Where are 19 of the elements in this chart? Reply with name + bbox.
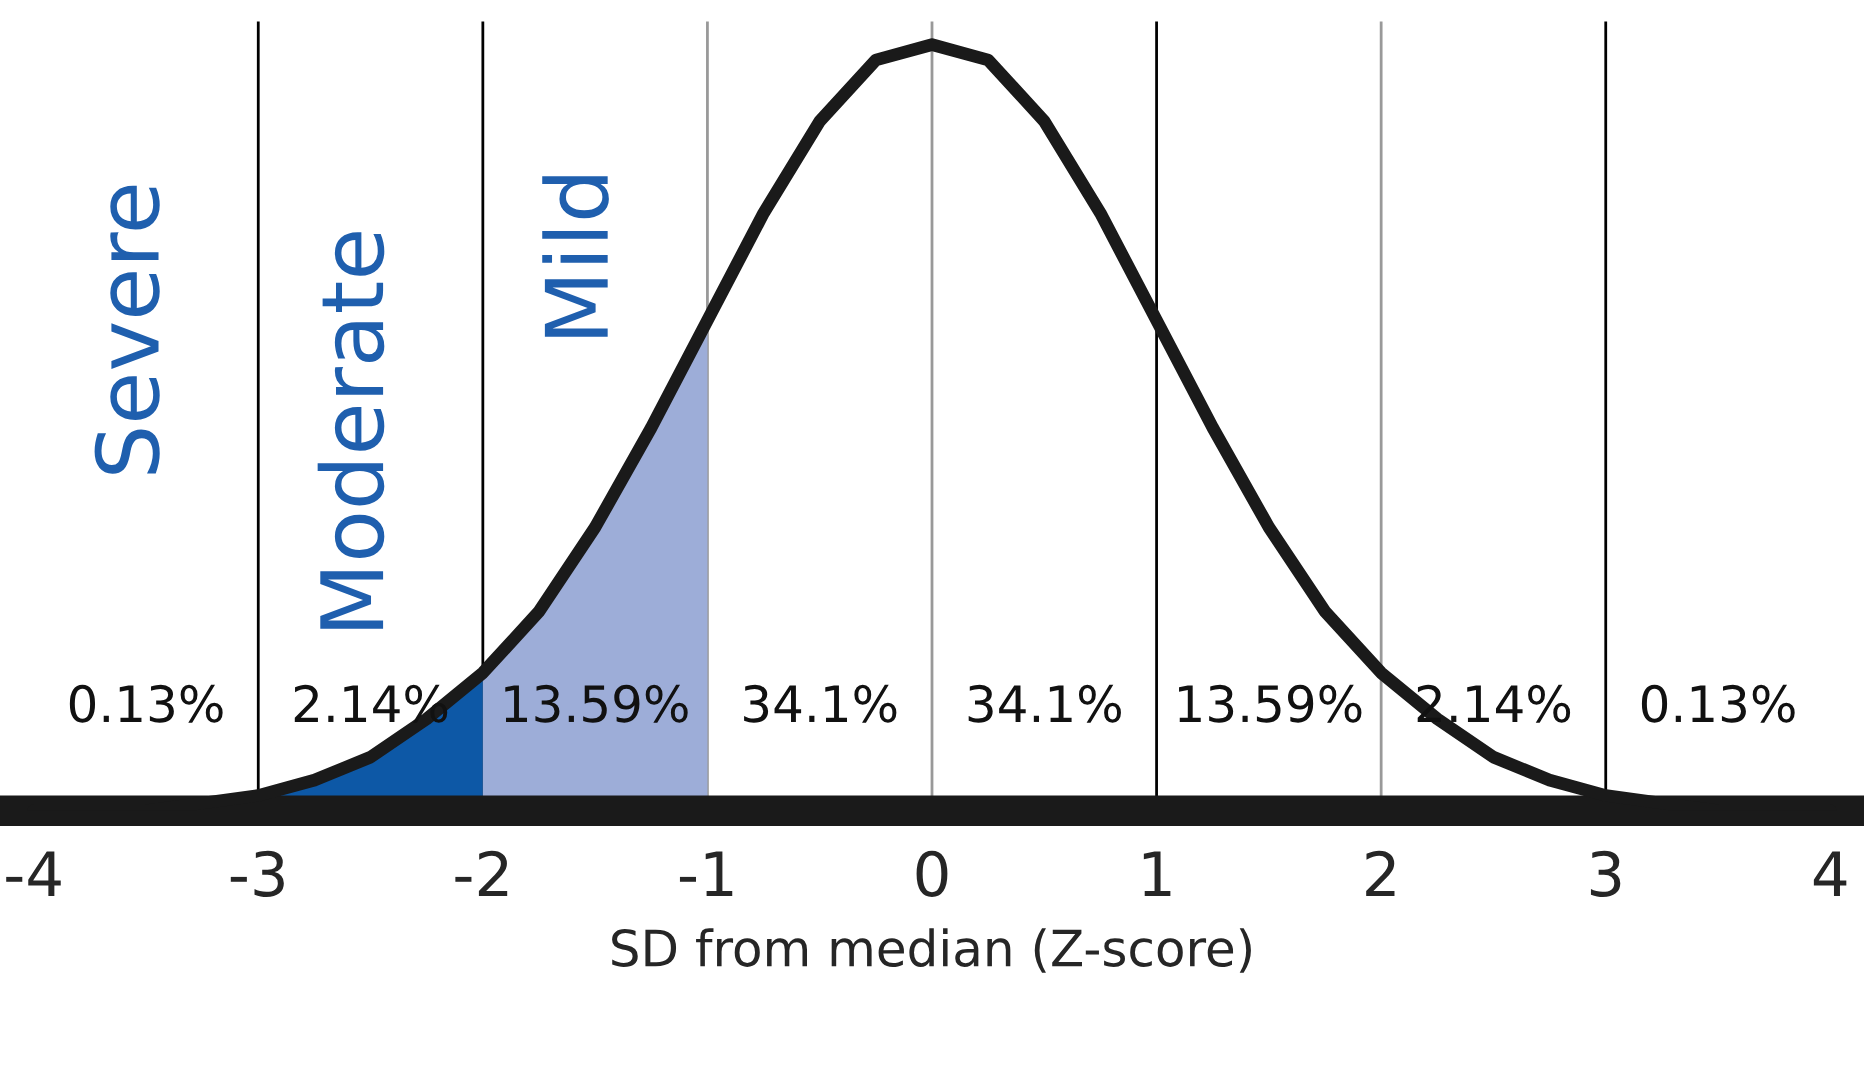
annotation: 34.1% [968, 684, 1121, 723]
annotation: Mild [542, 176, 609, 337]
annotation: Moderate [317, 232, 385, 629]
x-tick-label: -3 [230, 850, 284, 897]
x-axis-title: SD from median (Z-score) [612, 928, 1251, 973]
annotation: 13.59% [1179, 684, 1362, 723]
annotation: 0.13% [1641, 684, 1795, 723]
annotation: 13.59% [505, 684, 688, 723]
x-tick-label: 0 [916, 850, 948, 897]
x-tick-label: 1 [1143, 851, 1171, 897]
x-tick-label: 4 [1813, 851, 1847, 897]
x-tick-label: -1 [679, 851, 733, 897]
annotation: Severe [94, 185, 160, 474]
annotation: 0.13% [69, 684, 223, 723]
x-tick-label: 3 [1590, 850, 1621, 897]
x-tick-label: -4 [6, 851, 61, 897]
x-tick-label: -2 [455, 850, 508, 897]
annotation: 34.1% [744, 684, 897, 723]
x-tick-label: 2 [1366, 850, 1395, 897]
